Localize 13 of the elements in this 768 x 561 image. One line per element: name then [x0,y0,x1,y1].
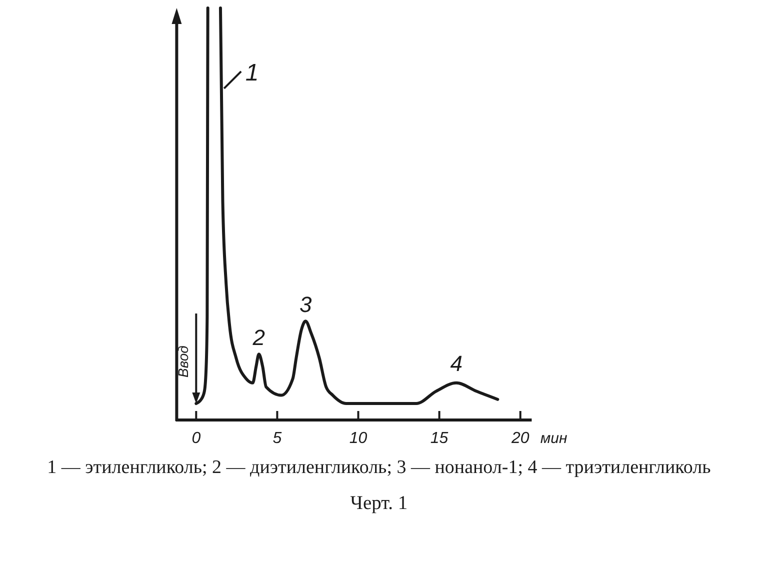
annotation: 2 [252,325,266,350]
x-tick-label: 5 [272,430,282,447]
x-axis-title: мин [540,430,568,447]
x-tick-label: 0 [192,430,201,447]
text: 1 — этиленгликоль; 2 — диэтиленгликоль; 3 — нонанол-1; 4 — триэтиленгликоль [47,457,712,478]
text: Черт. 1 [350,493,408,514]
x-tick-label: 15 [430,430,448,447]
x-tick-label: 10 [349,430,368,447]
annotation: Ввод [175,345,192,378]
annotation: 4 [450,350,462,376]
annotation: 1 [245,59,259,86]
x-tick-label: 20 [510,430,530,447]
annotation: 3 [299,292,312,318]
